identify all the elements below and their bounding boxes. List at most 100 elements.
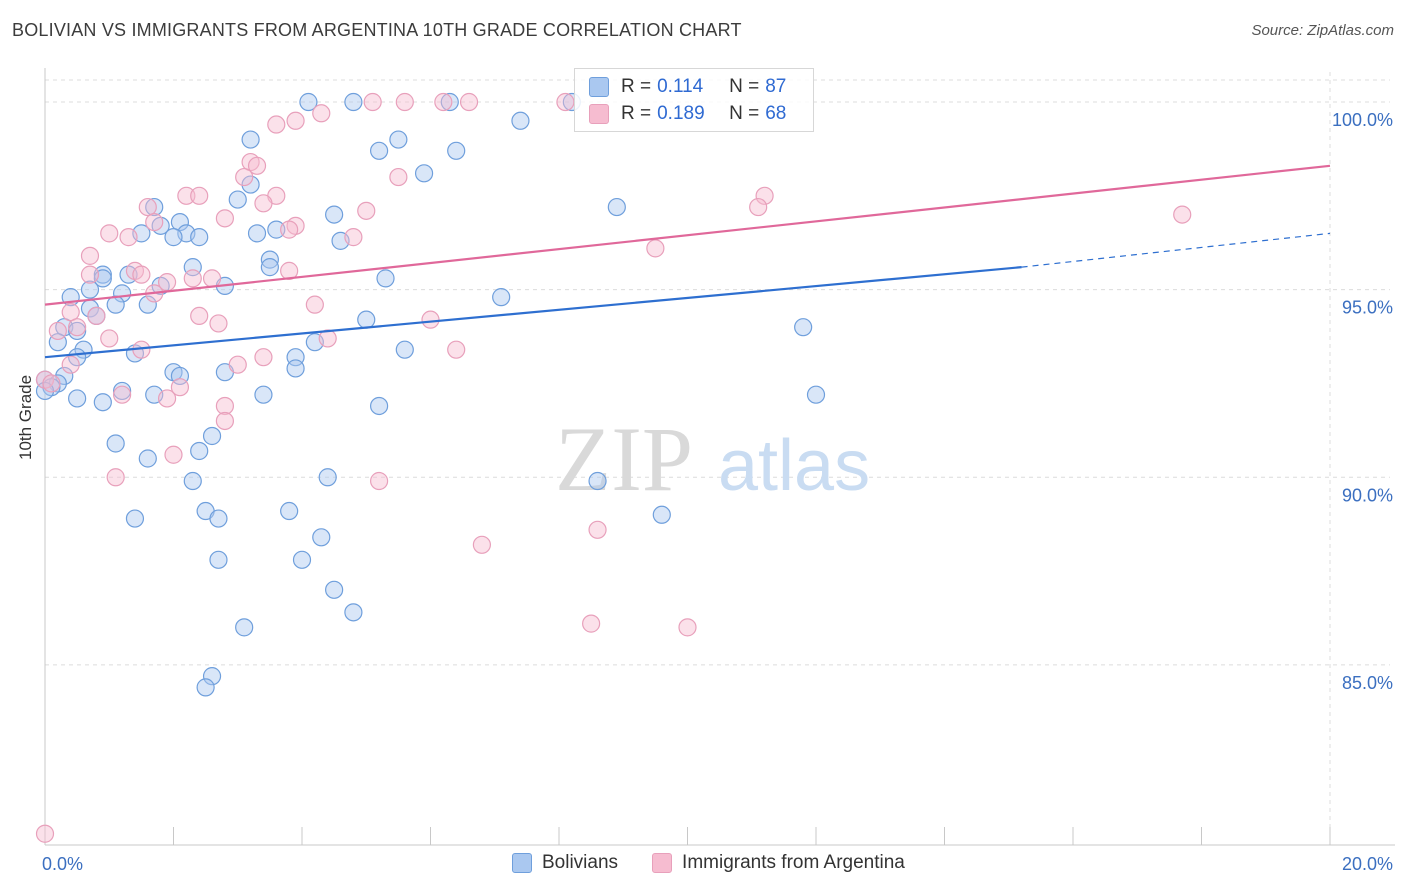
watermark-atlas: atlas: [718, 426, 870, 506]
argentina-point: [100, 329, 119, 348]
argentina-point: [646, 239, 665, 258]
y-tick-label: 90.0%: [1342, 485, 1393, 505]
bolivians-point: [370, 396, 389, 416]
argentina-point: [215, 396, 234, 416]
argentina-point: [170, 378, 190, 397]
n-value: 68: [765, 103, 787, 124]
bolivians-point: [806, 385, 826, 404]
bolivians-point: [190, 228, 209, 247]
argentina-point: [235, 167, 254, 187]
legend-item-bolivians: Bolivians: [512, 852, 618, 874]
argentina-point: [48, 321, 67, 341]
argentina-point: [447, 340, 466, 359]
y-tick-label: 95.0%: [1342, 298, 1393, 318]
bolivians-point: [235, 618, 254, 637]
argentina-point: [395, 92, 414, 112]
argentina-point: [215, 209, 234, 228]
legend-row-bolivians: R = 0.114 N = 87: [589, 75, 786, 99]
bolivians-point: [344, 603, 363, 622]
argentina-point: [254, 194, 273, 213]
bolivians-point: [196, 678, 215, 697]
bolivians-point: [312, 528, 331, 547]
argentina-point: [183, 269, 202, 288]
argentina-point: [68, 318, 87, 337]
bolivians-point: [183, 471, 202, 491]
watermark: ZIP atlas: [555, 408, 870, 510]
bolivians-trend-line: [44, 266, 1022, 359]
argentina-point: [100, 224, 119, 243]
argentina-point: [190, 186, 209, 205]
argentina-point: [1173, 205, 1192, 224]
bolivians-trend-extension: [1021, 232, 1331, 268]
bolivians-point: [164, 228, 183, 247]
legend-row-argentina: R = 0.189 N = 68: [589, 102, 786, 126]
legend-label-bolivians: Bolivians: [542, 852, 619, 873]
argentina-point: [177, 186, 196, 205]
y-tick-label: 85.0%: [1342, 673, 1393, 693]
bolivians-point: [80, 280, 100, 299]
argentina-point: [434, 92, 453, 112]
argentina-point: [190, 306, 209, 326]
bolivians-point: [260, 258, 279, 277]
bolivians-point: [292, 550, 312, 569]
bolivians-point: [267, 220, 286, 239]
argentina-point: [280, 261, 299, 280]
tick-labels: 85.0% 90.0% 95.0% 100.0% 0.0% 20.0%: [42, 110, 1393, 874]
argentina-point: [312, 104, 331, 123]
argentina-point: [157, 389, 177, 408]
watermark-zip: ZIP: [555, 408, 693, 510]
bolivians-point: [511, 111, 530, 130]
bolivians-point: [170, 212, 190, 232]
argentina-point: [389, 167, 408, 187]
argentina-point: [280, 220, 299, 239]
argentina-point: [106, 468, 125, 487]
r-value: 0.189: [657, 103, 705, 124]
bolivians-point: [228, 190, 247, 209]
argentina-point: [363, 92, 382, 112]
bolivians-point: [607, 197, 626, 217]
argentina-point: [132, 265, 151, 284]
argentina-point: [755, 186, 774, 205]
grid-lines: [45, 72, 1390, 845]
argentina-point: [582, 614, 601, 633]
argentina-point: [35, 824, 55, 843]
bolivians-point: [202, 426, 222, 446]
bolivians-point: [318, 468, 337, 487]
bolivians-point: [389, 130, 408, 149]
argentina-point: [119, 228, 138, 247]
argentina-point: [61, 303, 80, 322]
legend-label-argentina: Immigrants from Argentina: [682, 852, 905, 873]
bolivians-point: [260, 250, 279, 269]
bolivians-point: [241, 175, 260, 194]
bolivians-point: [209, 509, 228, 528]
bolivians-point: [209, 550, 228, 569]
bolivians-point: [125, 509, 145, 528]
argentina-point: [164, 445, 183, 464]
bolivians-point: [447, 141, 466, 160]
r-label: R =: [621, 76, 652, 97]
argentina-point: [80, 265, 100, 284]
r-value: 0.114: [657, 76, 704, 97]
argentina-point: [61, 355, 80, 374]
bolivians-point: [241, 130, 260, 149]
bolivians-point: [190, 441, 209, 461]
x-tick-label: 0.0%: [42, 854, 83, 874]
bolivians-point: [344, 92, 363, 112]
argentina-point: [247, 156, 267, 175]
argentina-point: [267, 115, 286, 134]
bolivians-point: [93, 393, 112, 412]
argentina-point: [87, 306, 106, 326]
bolivians-point: [325, 580, 344, 599]
legend-item-argentina: Immigrants from Argentina: [652, 852, 905, 874]
argentina-point: [305, 295, 324, 314]
argentina-point: [254, 348, 273, 367]
bolivians-point: [325, 205, 344, 224]
n-label: N =: [729, 76, 760, 97]
bolivians-point: [138, 295, 157, 314]
argentina-swatch: [589, 104, 609, 124]
x-tick-label: 20.0%: [1342, 854, 1393, 874]
r-label: R =: [621, 103, 652, 124]
source-label: Source: ZipAtlas.com: [1251, 22, 1394, 39]
argentina-point: [215, 411, 234, 431]
argentina-point: [472, 535, 491, 554]
